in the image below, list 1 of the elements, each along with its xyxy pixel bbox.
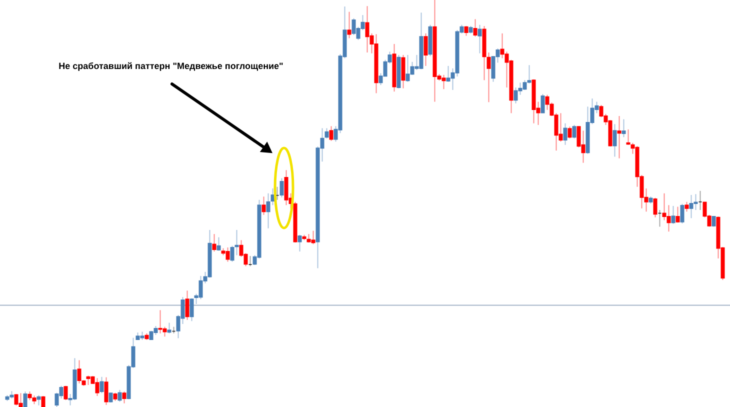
- annotation: Не сработавший паттерн "Медвежье поглощение": [58, 61, 284, 71]
